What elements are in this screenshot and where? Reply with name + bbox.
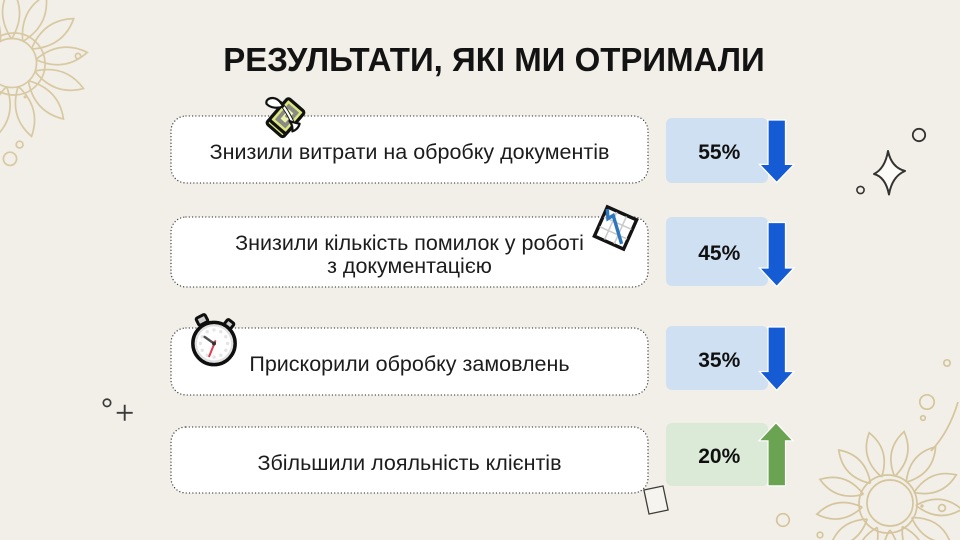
result-card-text: Збільшили лояльність клієнтів <box>257 450 562 475</box>
result-card <box>170 426 649 494</box>
slide-title: РЕЗУЛЬТАТИ, ЯКІ МИ ОТРИМАЛИ <box>223 41 765 78</box>
square-outline-decor <box>643 485 669 515</box>
money-with-wings-icon <box>265 96 306 139</box>
declining-chart-icon <box>592 204 639 252</box>
circle-plus-decor <box>102 398 133 421</box>
percent-block-3 <box>666 326 768 390</box>
percent-block-2 <box>666 217 768 286</box>
result-card-text: Знизили витрати на обробку документів <box>209 140 610 165</box>
percent-block-4 <box>666 422 768 486</box>
sunflower-line-art-top-left <box>0 0 89 167</box>
result-card <box>170 115 649 184</box>
result-card <box>170 216 649 288</box>
result-card <box>170 327 649 396</box>
result-card-text: Знизили кількість помилок у роботі з док… <box>235 231 584 279</box>
stopwatch-icon <box>191 313 237 367</box>
result-card-text: Прискорили обробку замовлень <box>249 352 570 377</box>
percent-block-1 <box>666 117 768 183</box>
sparkle-icon <box>856 127 927 196</box>
sunflower-line-art-bottom-right <box>775 358 960 540</box>
